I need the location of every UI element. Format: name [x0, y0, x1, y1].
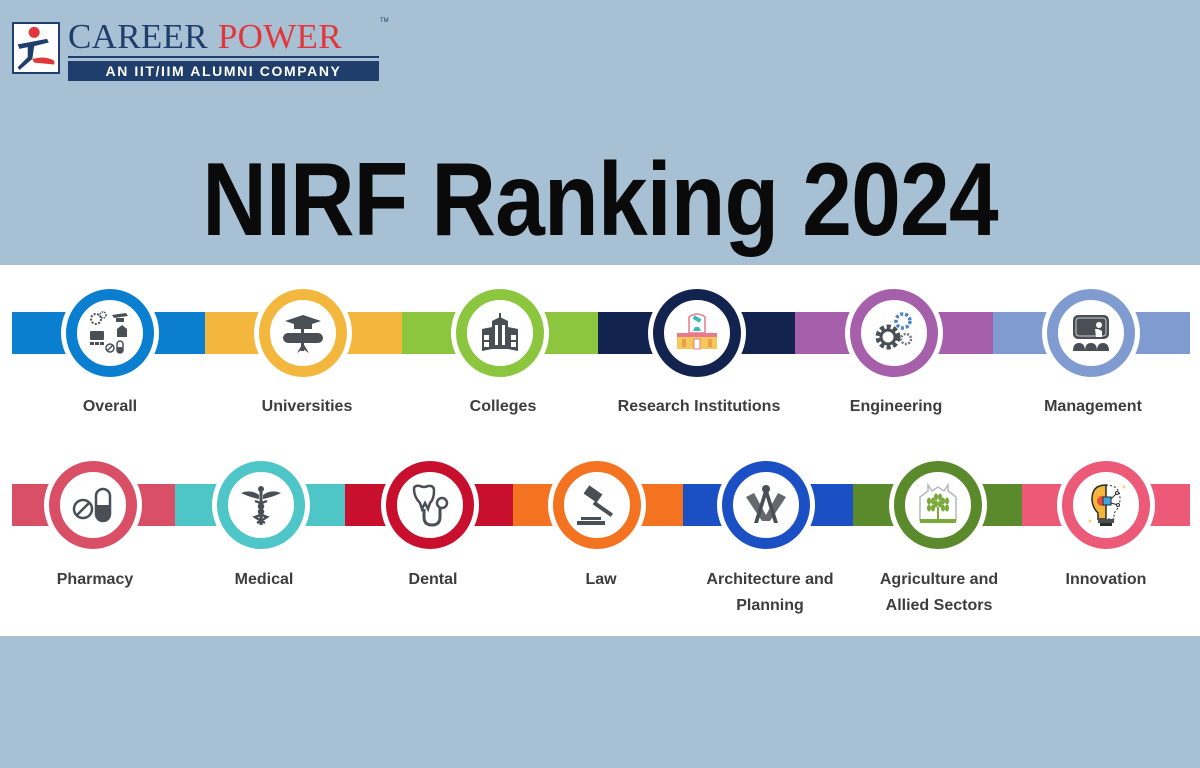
category-agriculture-and-allied-sectors[interactable] — [889, 456, 987, 554]
label-universities: Universities — [261, 398, 353, 415]
label-agriculture-and-allied-sectors: Agriculture and Allied Sectors — [879, 571, 999, 614]
caduceus-icon — [241, 486, 281, 525]
label-medical: Medical — [234, 571, 294, 588]
overall-collage-icon — [90, 311, 128, 354]
wheat-icon — [919, 482, 957, 523]
compass-square-icon — [746, 485, 786, 523]
categories-panel: Overall Universities Colleges Research I… — [0, 265, 1200, 636]
label-architecture-and-planning: Architecture and Planning — [706, 571, 834, 614]
logo-runner-icon — [12, 22, 60, 74]
label-pharmacy: Pharmacy — [56, 571, 134, 588]
logo-divider — [68, 56, 379, 58]
tooth-stethoscope-icon — [412, 484, 449, 527]
career-power-logo[interactable]: CAREER POWER TM AN IIT/IIM ALUMNI COMPANY — [12, 18, 389, 81]
label-overall: Overall — [82, 398, 138, 415]
category-management[interactable] — [1042, 284, 1140, 382]
label-colleges: Colleges — [469, 398, 537, 415]
label-research-institutions: Research Institutions — [617, 398, 781, 415]
category-engineering[interactable] — [845, 284, 943, 382]
category-innovation[interactable] — [1057, 456, 1155, 554]
category-medical[interactable] — [212, 456, 310, 554]
label-law: Law — [585, 571, 617, 588]
category-architecture-and-planning[interactable] — [717, 456, 815, 554]
label-engineering: Engineering — [849, 398, 943, 415]
graduation-scroll-icon — [283, 315, 323, 353]
brand-name-part1: CAREER — [68, 17, 208, 56]
presentation-icon — [1073, 315, 1109, 351]
category-research-institutions[interactable] — [648, 284, 746, 382]
brand-name: CAREER POWER — [68, 18, 342, 56]
label-management: Management — [1044, 398, 1142, 415]
label-innovation: Innovation — [1065, 571, 1147, 588]
category-universities[interactable] — [254, 284, 352, 382]
category-colleges[interactable] — [451, 284, 549, 382]
gears-icon — [875, 312, 913, 350]
trademark: TM — [380, 18, 389, 24]
label-dental: Dental — [408, 571, 458, 588]
gavel-icon — [577, 485, 614, 525]
category-law[interactable] — [548, 456, 646, 554]
category-overall[interactable] — [61, 284, 159, 382]
category-dental[interactable] — [381, 456, 479, 554]
college-building-icon — [482, 313, 518, 351]
research-lab-icon — [677, 313, 717, 350]
lightbulb-circuit-icon — [1088, 484, 1126, 526]
category-pharmacy[interactable] — [44, 456, 142, 554]
brand-tagline: AN IIT/IIM ALUMNI COMPANY — [68, 61, 379, 81]
pills-icon — [72, 487, 112, 523]
page-title: NIRF Ranking 2024 — [202, 142, 998, 258]
brand-name-part2: POWER — [217, 17, 342, 56]
